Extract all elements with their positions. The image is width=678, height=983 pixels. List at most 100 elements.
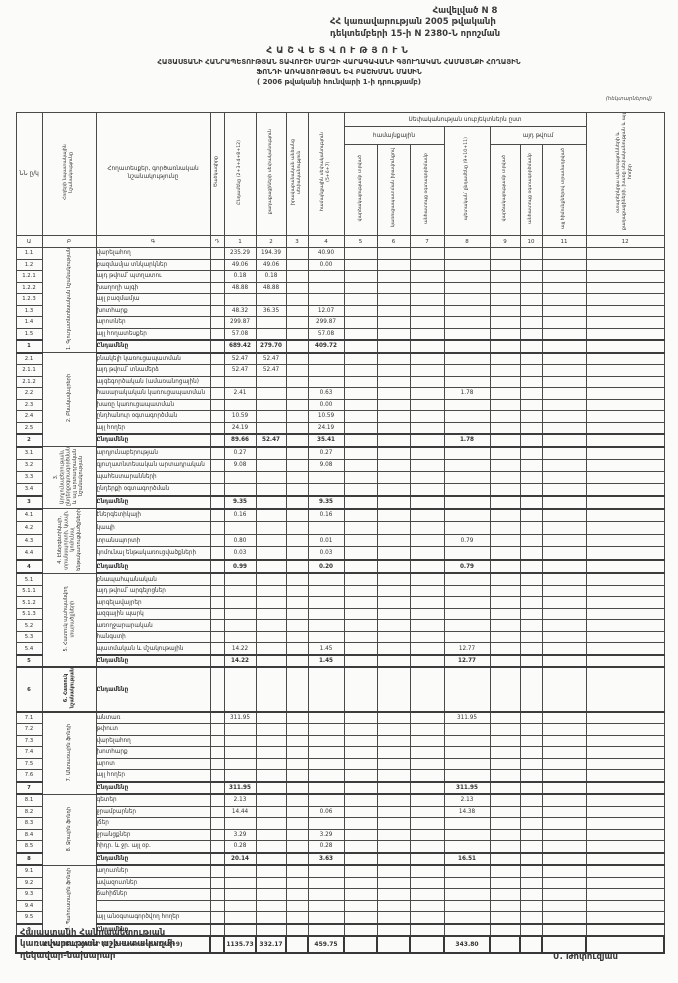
column-number: 3 [285, 235, 309, 248]
value-cell [489, 840, 521, 854]
value-cell [541, 433, 587, 448]
value-cell [519, 398, 543, 411]
value-cell [489, 653, 521, 669]
col-header-legal-entities: իրավաբանական անձանց սեփականություն [285, 112, 309, 236]
value-cell [519, 642, 543, 656]
value-cell [409, 387, 445, 400]
value-cell [519, 911, 543, 925]
value-cell: 299.87 [223, 316, 257, 329]
value-cell [376, 327, 411, 341]
section-label: 4. Էներգետիկայի, տրանսպորտի, կապի, կոմու… [41, 508, 97, 574]
row-number: 7.3 [15, 734, 43, 748]
value-cell [307, 864, 345, 878]
value-cell [585, 793, 665, 807]
value-cell [409, 446, 445, 460]
row-number: 5.1 [15, 572, 43, 586]
title-block: ՀԱՇՎԵՏՎՈՒԹՅՈՒՆ ՀԱՅԱՍՏԱՆԻ ՀԱՆՐԱՊԵՏՈՒԹՅԱՆ … [0, 46, 678, 86]
value-cell: 0.63 [307, 387, 345, 400]
table-row: 7.5 արոտ [15, 757, 665, 771]
value-cell [376, 851, 411, 867]
value-cell [585, 352, 665, 365]
value-cell [585, 446, 665, 460]
row-number: 3.1 [15, 446, 43, 460]
value-cell [489, 723, 521, 736]
value-cell [285, 711, 309, 725]
value-cell [519, 899, 543, 913]
value-cell [585, 840, 665, 854]
row-label: առողջարարական [95, 619, 211, 632]
value-cell [541, 876, 587, 890]
row-label: ազգային պարկ [95, 607, 211, 621]
value-cell [376, 653, 411, 669]
row-label: լճեր [95, 817, 211, 830]
value-cell [376, 458, 411, 472]
value-cell [443, 470, 491, 484]
value-cell [376, 304, 411, 317]
table-row: 5.1 5. Հատուկ պահպանվող տարածքների բնապահպ… [15, 572, 665, 668]
row-number: 1.2.1 [15, 270, 43, 283]
value-cell [409, 258, 445, 271]
value-cell [223, 899, 257, 913]
table-row: 7.4 խոտհարք [15, 746, 665, 759]
value-cell [541, 352, 587, 365]
value-cell [443, 840, 491, 854]
value-cell [409, 793, 445, 807]
value-cell [376, 780, 411, 796]
value-cell: 343.80 [443, 935, 491, 955]
value-cell [541, 769, 587, 783]
value-cell [541, 546, 587, 561]
value-cell [307, 723, 345, 736]
value-cell [489, 817, 521, 830]
value-cell: 0.06 [307, 805, 345, 819]
value-cell [443, 828, 491, 842]
value-cell [409, 642, 445, 656]
value-cell [585, 304, 665, 317]
value-cell [343, 494, 378, 510]
value-cell [585, 769, 665, 783]
row-number: 2.3 [15, 398, 43, 411]
value-cell [343, 607, 378, 621]
row-label: պատմական և մշակութային [95, 642, 211, 656]
value-cell [409, 876, 445, 890]
value-cell [307, 364, 345, 377]
row-label: ավազուտներ [95, 876, 211, 890]
row-number: 1.3 [15, 304, 43, 317]
value-cell [489, 911, 521, 925]
value-cell [519, 327, 543, 341]
value-cell [209, 666, 225, 713]
value-cell [343, 281, 378, 294]
row-label: խաղողի այգի [95, 281, 211, 294]
value-cell: 1135.73 [223, 935, 257, 955]
value-cell [209, 352, 225, 365]
value-cell [285, 482, 309, 497]
row-label: Ընդամենը [95, 653, 211, 669]
value-cell [255, 805, 287, 819]
value-cell [443, 304, 491, 317]
value-cell [285, 596, 309, 609]
value-cell [489, 446, 521, 460]
col-header-state-gratuitous: անհատույց օգտագործմամբ [519, 144, 543, 236]
column-number: 5 [343, 235, 378, 248]
value-cell [285, 876, 309, 890]
value-cell [443, 421, 491, 435]
value-cell [209, 899, 225, 913]
value-cell [409, 723, 445, 736]
section-total-row: 7 Ընդամենը 311.95 311.95 [15, 780, 665, 796]
value-cell [255, 899, 287, 913]
value-cell [255, 596, 287, 609]
value-cell [489, 864, 521, 878]
value-cell [343, 757, 378, 771]
value-cell [443, 723, 491, 736]
table-row: 1.3 խոտհարք 48.32 36.35 12.07 [15, 304, 665, 317]
row-number: 1.1 [15, 247, 43, 260]
value-cell [209, 470, 225, 484]
value-cell [343, 828, 378, 842]
value-cell [307, 630, 345, 644]
value-cell [489, 607, 521, 621]
value-cell [307, 596, 345, 609]
value-cell [285, 899, 309, 913]
row-number: 1.2.3 [15, 293, 43, 306]
value-cell [223, 584, 257, 598]
row-number: 9.5 [15, 911, 43, 925]
value-cell [519, 746, 543, 759]
